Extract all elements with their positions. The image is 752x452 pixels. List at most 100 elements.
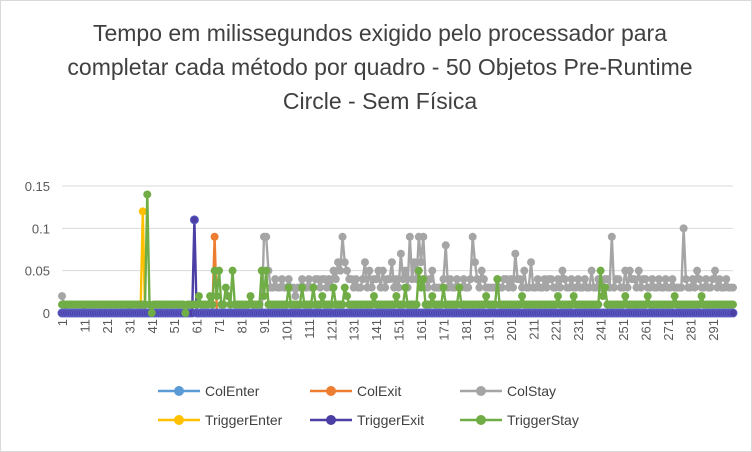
data-point	[208, 300, 217, 309]
data-point	[369, 292, 378, 301]
data-point	[594, 300, 603, 309]
data-point	[181, 309, 190, 317]
x-tick-label: 241	[594, 319, 609, 341]
data-point	[711, 266, 720, 275]
x-tick-label: 101	[279, 319, 294, 341]
legend-marker	[174, 415, 184, 425]
y-tick-label: 0.15	[25, 179, 50, 194]
data-point	[338, 300, 347, 309]
data-point	[621, 292, 630, 301]
data-point	[255, 300, 264, 309]
data-point	[574, 275, 583, 284]
data-point	[556, 283, 565, 292]
data-point	[365, 266, 374, 275]
data-point	[681, 275, 690, 284]
data-point	[567, 275, 576, 284]
legend-label: TriggerStay	[507, 412, 579, 428]
data-point	[729, 300, 737, 309]
legend-item-triggerenter: TriggerEnter	[158, 412, 283, 428]
x-tick-label: 181	[459, 319, 474, 341]
data-point	[728, 308, 738, 318]
data-point	[372, 275, 381, 284]
data-point	[396, 249, 405, 258]
axis-labels: 00.050.10.151 11 21 31 41 51 61 71 81 91 101 111 121…	[25, 179, 721, 341]
data-point	[702, 275, 711, 284]
data-point	[298, 275, 307, 284]
data-point	[668, 275, 677, 284]
data-point	[428, 292, 437, 301]
x-tick-label: 291	[706, 319, 721, 341]
data-point	[670, 292, 679, 301]
data-point	[470, 258, 479, 267]
data-point	[412, 300, 421, 309]
data-point	[677, 283, 686, 292]
data-point	[623, 283, 632, 292]
data-point	[553, 292, 562, 301]
data-point	[343, 292, 352, 301]
data-point	[219, 300, 228, 309]
data-point	[224, 292, 233, 301]
data-point	[351, 275, 360, 284]
x-tick-label: 121	[324, 319, 339, 341]
data-point	[569, 292, 578, 301]
x-tick-label: 111	[302, 319, 317, 339]
data-point	[466, 275, 475, 284]
data-point	[194, 292, 203, 301]
data-point	[410, 258, 419, 267]
x-tick-label: 21	[100, 319, 115, 333]
data-point	[475, 283, 484, 292]
data-point	[147, 309, 156, 317]
x-tick-label: 81	[235, 319, 250, 333]
data-point	[587, 266, 596, 275]
data-point	[630, 275, 639, 284]
data-point	[695, 275, 704, 284]
data-point	[401, 283, 410, 292]
data-point	[284, 275, 293, 284]
y-tick-label: 0.1	[32, 221, 50, 236]
x-tick-label: 41	[145, 319, 160, 333]
legend-item-triggerexit: TriggerExit	[310, 412, 424, 428]
x-tick-label: 171	[437, 319, 452, 341]
data-point	[277, 275, 286, 284]
data-point	[215, 266, 224, 275]
data-point	[473, 275, 482, 284]
data-point	[596, 266, 605, 275]
x-tick-label: 51	[167, 319, 182, 333]
data-point	[558, 266, 567, 275]
data-point	[598, 292, 607, 301]
data-point	[262, 232, 271, 241]
x-tick-label: 61	[190, 319, 205, 333]
data-point	[419, 275, 428, 284]
legend-label: ColStay	[507, 383, 556, 399]
data-point	[511, 249, 520, 258]
data-point	[515, 275, 524, 284]
data-point	[381, 283, 390, 292]
data-point	[601, 283, 610, 292]
data-point	[358, 275, 367, 284]
x-tick-label: 261	[638, 319, 653, 341]
data-point	[441, 241, 450, 250]
x-tick-label: 271	[661, 319, 676, 341]
data-point	[634, 266, 643, 275]
data-point	[271, 275, 280, 284]
data-point	[356, 283, 365, 292]
x-tick-label: 131	[347, 319, 362, 341]
data-point	[143, 190, 152, 199]
data-point	[414, 266, 423, 275]
data-point	[614, 275, 623, 284]
data-point	[316, 283, 325, 292]
data-point	[329, 266, 338, 275]
data-point	[325, 275, 334, 284]
legend-item-triggerstay: TriggerStay	[460, 412, 579, 428]
data-point	[426, 275, 435, 284]
series-triggerstay	[58, 190, 737, 317]
data-point	[580, 275, 589, 284]
data-point	[506, 275, 515, 284]
data-point	[708, 275, 717, 284]
data-point	[338, 232, 347, 241]
x-tick-label: 211	[526, 319, 541, 340]
data-point	[607, 232, 616, 241]
data-point	[518, 292, 527, 301]
series-layer	[57, 190, 738, 318]
